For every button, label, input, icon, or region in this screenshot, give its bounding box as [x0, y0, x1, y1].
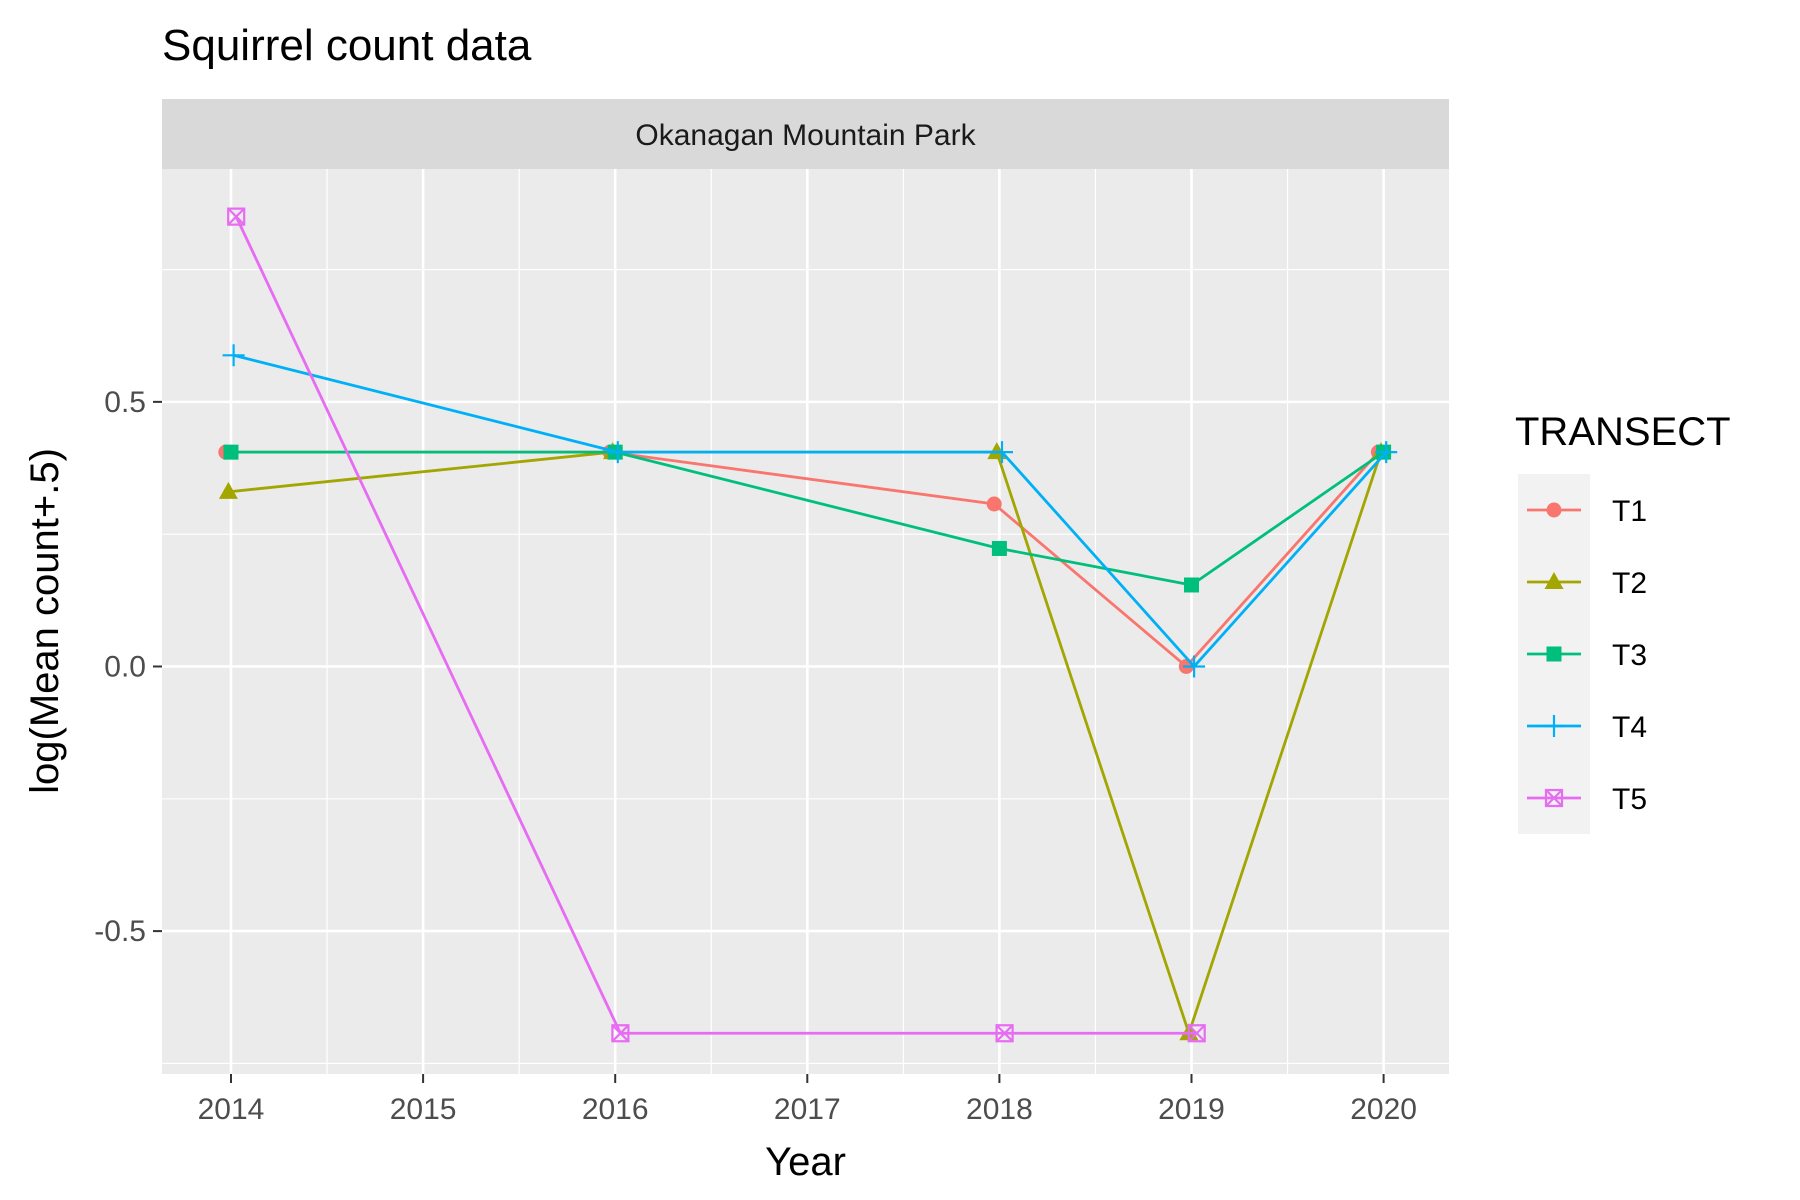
x-tick-label: 2015	[390, 1093, 457, 1126]
legend-key-T5	[1544, 788, 1564, 808]
major-gridlines	[162, 169, 1449, 1074]
y-tick-label: -0.5	[94, 915, 146, 948]
legend-label-T1: T1	[1612, 495, 1647, 528]
series-line-T5	[234, 216, 1197, 1035]
x-tick-label: 2020	[1350, 1093, 1417, 1126]
legend-key-T3	[1546, 646, 1562, 662]
data-point-T1	[986, 496, 1002, 512]
data-point-T2	[218, 481, 238, 499]
legend-item-T1: T1	[1527, 495, 1647, 528]
legend-label-T4: T4	[1612, 711, 1647, 744]
legend-label-T2: T2	[1612, 567, 1647, 600]
x-tick-label: 2014	[198, 1093, 265, 1126]
legend-key-T1	[1546, 502, 1562, 518]
plot-panel	[162, 169, 1449, 1074]
minor-gridlines	[162, 169, 1449, 1074]
legend-item-T3: T3	[1527, 639, 1647, 672]
legend-key-T4	[1543, 715, 1565, 737]
series-T5	[227, 207, 1206, 1043]
legend-label-T5: T5	[1612, 783, 1647, 816]
y-axis-label: log(Mean count+.5)	[23, 448, 67, 794]
data-point-T5	[611, 1024, 630, 1043]
y-tick-label: 0.0	[104, 650, 146, 683]
facet-label: Okanagan Mountain Park	[635, 119, 976, 152]
x-tick-label: 2018	[966, 1093, 1033, 1126]
legend-label-T3: T3	[1612, 639, 1647, 672]
x-tick-label: 2017	[774, 1093, 841, 1126]
data-point-T5	[1187, 1024, 1206, 1043]
legend-key-T2	[1544, 572, 1564, 589]
data-point-T5	[995, 1024, 1014, 1043]
data-point-T4	[606, 441, 629, 464]
chart-title: Squirrel count data	[162, 21, 532, 70]
data-point-T3	[1184, 577, 1199, 593]
data-point-T4	[1183, 655, 1206, 678]
x-axis-label: Year	[765, 1140, 846, 1184]
data-point-T5	[227, 207, 246, 226]
x-axis: 2014 2015 2016 2017 2018 2019 2020	[198, 1074, 1417, 1126]
legend-item-T4: T4	[1527, 711, 1647, 744]
y-axis: -0.5 0.0 0.5	[94, 386, 162, 948]
legend-item-T2: T2	[1527, 567, 1647, 600]
series-layer	[218, 207, 1398, 1043]
data-point-T3	[223, 444, 239, 460]
y-tick-label: 0.5	[104, 386, 146, 419]
series-T4	[222, 344, 1398, 678]
data-point-T3	[991, 540, 1007, 556]
facet-strip	[162, 99, 1449, 169]
data-point-T4	[1375, 441, 1398, 464]
legend-item-T5: T5	[1527, 783, 1647, 816]
x-tick-label: 2016	[582, 1093, 649, 1126]
data-point-T4	[991, 441, 1013, 464]
legend-title: TRANSECT	[1515, 410, 1731, 454]
x-tick-label: 2019	[1158, 1093, 1225, 1126]
legend: T1 T2 T3 T4 T5	[1527, 495, 1647, 816]
data-point-T4	[222, 344, 245, 367]
